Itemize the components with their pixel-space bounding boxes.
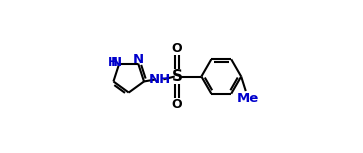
Text: H: H <box>108 56 118 69</box>
Text: O: O <box>172 98 182 110</box>
Text: N: N <box>133 53 144 66</box>
Text: Me: Me <box>237 92 259 105</box>
Text: O: O <box>172 43 182 55</box>
Text: NH: NH <box>148 73 171 86</box>
Text: S: S <box>171 69 183 84</box>
Text: N: N <box>111 56 122 69</box>
